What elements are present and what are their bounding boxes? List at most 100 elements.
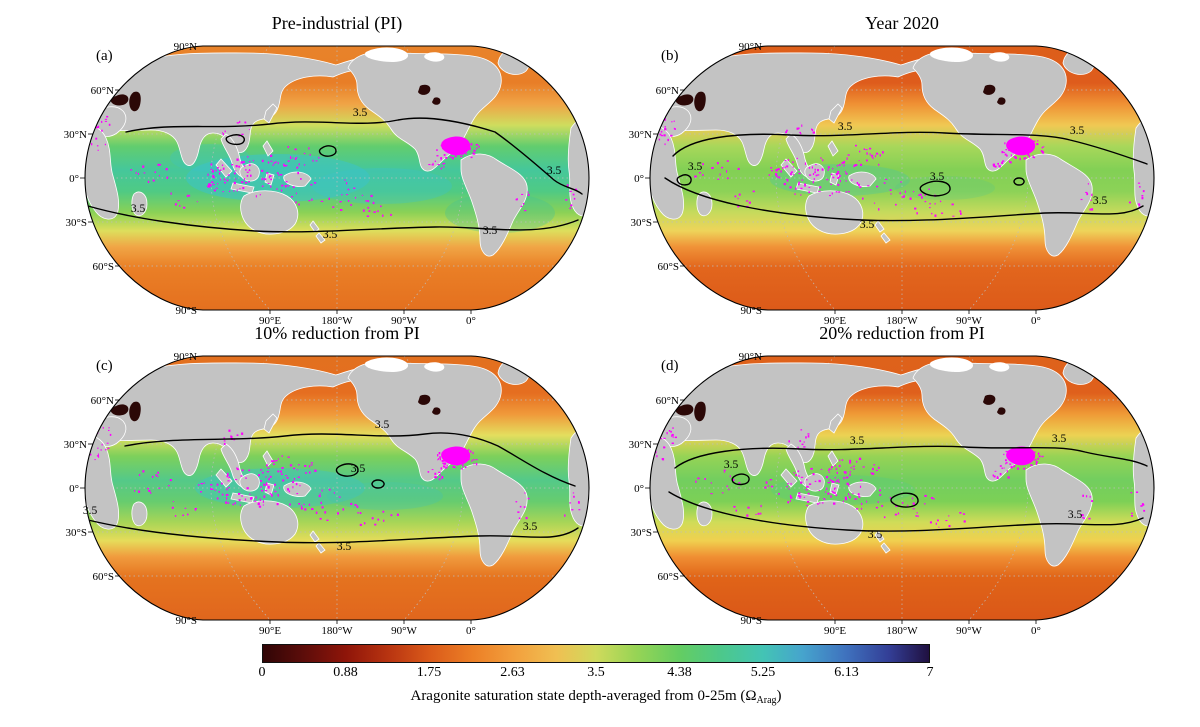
svg-text:3.5: 3.5: [1093, 195, 1108, 207]
colorbar-tick: 1.75: [416, 665, 442, 680]
map-c: [85, 356, 589, 620]
panel-d-map: 3.53.53.53.53.590°N60°N30°N0°30°S60°S90°…: [629, 323, 1155, 636]
lat-label: 30°N: [64, 439, 87, 451]
axis-labels: 90°N 60°N 30°N 0° 30°S 60°S 90°S 90°E 180°W 90°W 0…: [629, 41, 1041, 326]
panel-title: Pre-industrial (PI): [272, 13, 402, 34]
contour-lines: [664, 131, 1148, 222]
lon-label: 180°W: [321, 625, 353, 636]
lat-label: 90°S: [175, 615, 197, 627]
svg-text:3.5: 3.5: [353, 107, 368, 119]
panel-c-map: 3.53.53.53.53.590°N60°N30°N0°30°S60°S90°…: [64, 323, 590, 636]
svg-text:3.5: 3.5: [131, 203, 146, 215]
contour-labels: 3.5 3.5 3.5 3.5 3.5: [724, 433, 1083, 541]
map-a: [85, 46, 589, 310]
caribbean-missing-patch: [441, 446, 471, 466]
colorbar-label: Aragonite saturation state depth-average…: [262, 688, 930, 706]
colorbar-tick: 0: [258, 665, 266, 680]
landmasses: [650, 357, 1154, 567]
panel-label: (b): [661, 48, 679, 64]
svg-text:3.5: 3.5: [323, 229, 338, 241]
lat-label: 60°N: [656, 85, 679, 97]
lat-label: 30°N: [629, 439, 652, 451]
lat-label: 90°S: [740, 305, 762, 317]
panel-a-map: 3.53.53.53.53.590°N60°N30°N0°30°S60°S90°…: [64, 13, 590, 326]
colorbar-tick: 2.63: [500, 665, 525, 680]
colorbar-gradient: [262, 644, 930, 663]
lat-label: 90°N: [739, 41, 762, 53]
lon-label: 0°: [1031, 625, 1041, 636]
svg-text:3.5: 3.5: [860, 219, 875, 231]
colorbar-label-suffix: ): [776, 688, 782, 704]
lon-label: 0°: [1031, 315, 1041, 326]
lon-label: 180°W: [321, 315, 353, 326]
lat-label: 0°: [69, 483, 79, 495]
svg-text:3.5: 3.5: [337, 541, 352, 553]
colorbar-tick: 3.5: [587, 665, 605, 680]
lat-label: 30°S: [630, 217, 652, 229]
contour-labels: 3.5 3.5 3.5 3.5 3.5: [83, 419, 538, 553]
lat-label: 30°N: [629, 129, 652, 141]
enclosed-seas: [675, 394, 1006, 422]
panel-title: Year 2020: [865, 13, 939, 33]
colorbar-label-subscript: Arag: [756, 695, 777, 706]
sea-ice: [929, 47, 1010, 62]
lat-label: 60°N: [91, 85, 114, 97]
svg-text:3.5: 3.5: [688, 161, 703, 173]
lon-label: 180°W: [886, 315, 918, 326]
colorbar-tick: 5.25: [750, 665, 776, 680]
lon-label: 90°E: [259, 625, 281, 636]
contour-labels: 3.5 3.5 3.5 3.5 3.5 3.5: [688, 121, 1108, 231]
sea-ice: [929, 357, 1010, 372]
lon-label: 90°E: [824, 315, 846, 326]
colorbar-tick: 0.88: [333, 665, 358, 680]
lon-label: 90°E: [259, 315, 281, 326]
axis-labels: 90°N 60°N 30°N 0° 30°S 60°S 90°S 90°E 180°W 90°W 0…: [64, 351, 476, 636]
lon-label: 0°: [466, 315, 476, 326]
panel-label: (c): [96, 358, 113, 374]
lon-label: 90°E: [824, 625, 846, 636]
panel-title: 10% reduction from PI: [254, 323, 419, 343]
lat-label: 30°N: [64, 129, 87, 141]
svg-text:3.5: 3.5: [483, 225, 498, 237]
lat-label: 90°S: [740, 615, 762, 627]
colorbar-tick: 4.38: [667, 665, 692, 680]
lat-label: 60°S: [92, 571, 114, 583]
colorbar-tick: 7: [926, 665, 934, 680]
contour-lines: [87, 117, 583, 233]
panel-b-map: 3.5 3.5 3.5 3.5 3.5 3.5 90°N 60°N 30°N 0° 30°S 60°S…: [629, 13, 1155, 326]
svg-text:3.5: 3.5: [547, 165, 562, 177]
colorbar-ticks: 0 0.88 1.75 2.63 3.5 4.38 5.25 6.13 7: [258, 663, 934, 685]
lat-label: 0°: [634, 173, 644, 185]
lat-label: 90°N: [739, 351, 762, 363]
colorbar: 0 0.88 1.75 2.63 3.5 4.38 5.25 6.13 7 Ar…: [258, 644, 934, 706]
lon-label: 90°W: [391, 625, 417, 636]
caribbean-missing-patch: [441, 136, 471, 156]
svg-text:3.5: 3.5: [850, 435, 865, 447]
svg-text:3.5: 3.5: [838, 121, 853, 133]
svg-text:3.5: 3.5: [351, 463, 366, 475]
contour-lines: [668, 445, 1148, 532]
svg-text:3.5: 3.5: [724, 459, 739, 471]
caribbean-missing-patch: [1006, 446, 1036, 466]
lat-label: 60°S: [92, 261, 114, 273]
panel-label: (a): [96, 48, 113, 64]
lon-label: 90°W: [956, 625, 982, 636]
svg-text:3.5: 3.5: [930, 171, 945, 183]
svg-text:3.5: 3.5: [375, 419, 390, 431]
contour-labels: 3.5 3.5 3.5 3.5 3.5: [131, 107, 562, 241]
svg-text:3.5: 3.5: [83, 505, 98, 517]
lon-label: 180°W: [886, 625, 918, 636]
lat-label: 90°N: [174, 41, 197, 53]
enclosed-seas: [675, 84, 1006, 112]
colorbar-label-text: Aragonite saturation state depth-average…: [410, 688, 757, 704]
lat-label: 90°N: [174, 351, 197, 363]
axis-labels: 90°N 60°N 30°N 0° 30°S 60°S 90°S 90°E 180°W 90°W 0…: [629, 351, 1041, 636]
contour-lines: [87, 432, 579, 544]
map-d: [650, 356, 1154, 620]
lat-label: 0°: [69, 173, 79, 185]
svg-text:3.5: 3.5: [1068, 509, 1083, 521]
lat-label: 60°N: [656, 395, 679, 407]
lat-label: 60°N: [91, 395, 114, 407]
svg-text:3.5: 3.5: [523, 521, 538, 533]
